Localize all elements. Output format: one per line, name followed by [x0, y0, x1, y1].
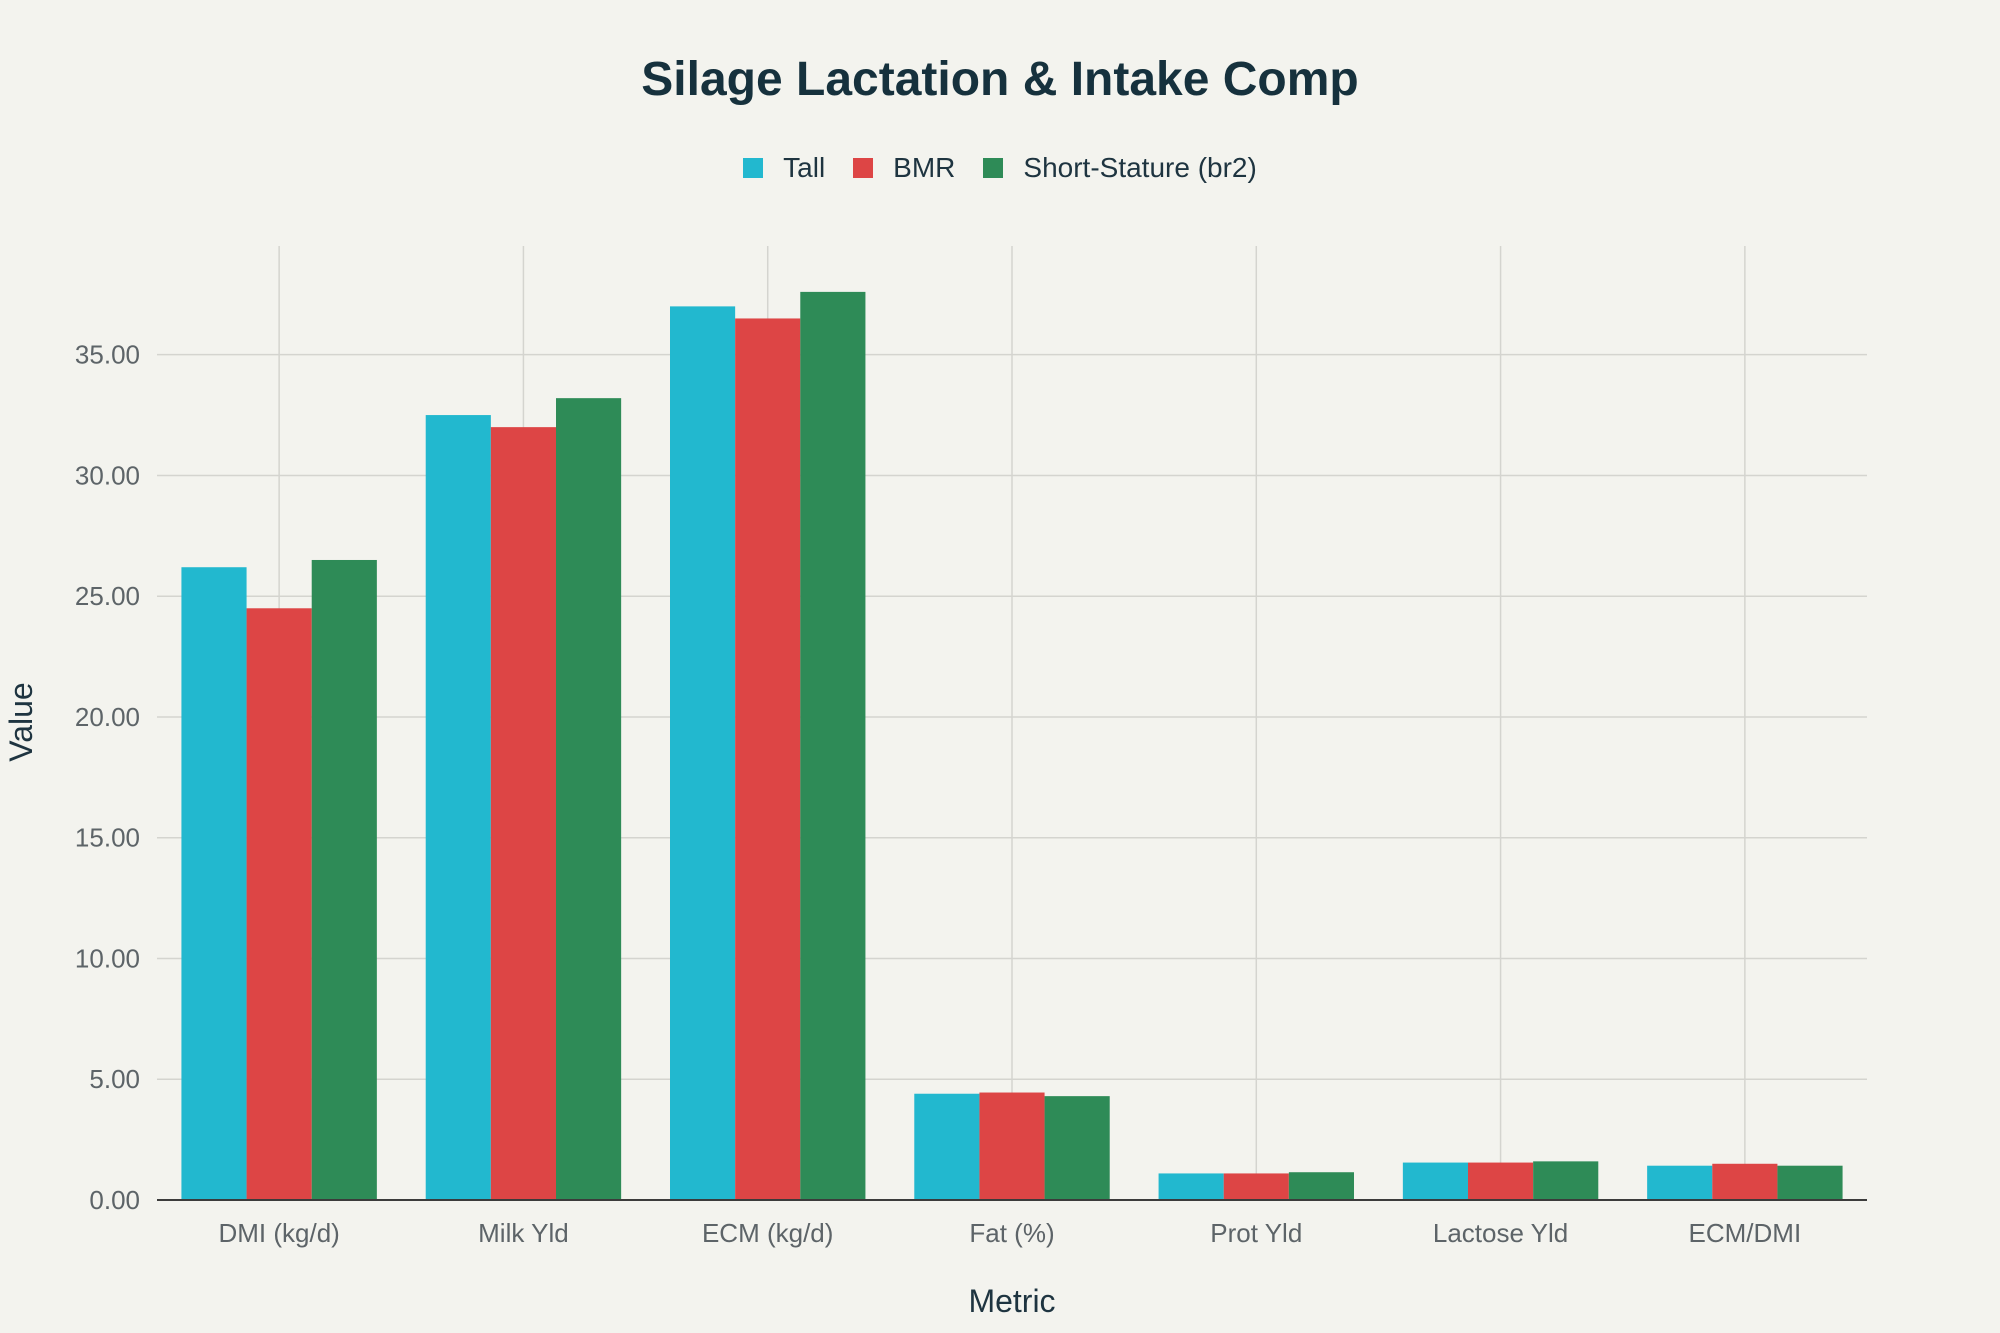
legend-swatch-tall [743, 158, 764, 178]
y-tick-label: 15.00 [75, 823, 140, 853]
bar[interactable] [425, 415, 491, 1200]
bar[interactable] [490, 427, 556, 1200]
bar[interactable] [1777, 1165, 1843, 1200]
y-tick-label: 30.00 [75, 460, 140, 490]
bar[interactable] [246, 608, 312, 1200]
x-tick-label: Lactose Yld [1433, 1218, 1568, 1248]
bar[interactable] [1647, 1165, 1713, 1200]
legend-label-bmr: BMR [893, 152, 956, 183]
bar[interactable] [1044, 1096, 1110, 1200]
y-tick-label: 35.00 [75, 340, 140, 370]
y-tick-label: 10.00 [75, 943, 140, 973]
bar[interactable] [1158, 1173, 1224, 1200]
bar[interactable] [1223, 1173, 1289, 1200]
x-tick-label: Fat (%) [969, 1218, 1054, 1248]
grid [157, 246, 1867, 1200]
legend-item-tall[interactable]: Tall [743, 152, 825, 184]
bar[interactable] [1712, 1163, 1778, 1200]
legend-swatch-bmr [853, 158, 874, 178]
bar[interactable] [311, 559, 377, 1200]
x-tick-label: DMI (kg/d) [218, 1218, 339, 1248]
bar[interactable] [1533, 1161, 1599, 1200]
bar[interactable] [670, 306, 736, 1200]
legend-item-bmr[interactable]: BMR [853, 152, 955, 184]
legend-label-short-stature: Short-Stature (br2) [1023, 152, 1257, 183]
bar[interactable] [181, 567, 247, 1200]
bar[interactable] [556, 398, 622, 1200]
chart-title: Silage Lactation & Intake Comp [641, 53, 1359, 106]
bars [181, 291, 1843, 1200]
x-tick-label: Milk Yld [478, 1218, 569, 1248]
legend-swatch-short-stature [983, 158, 1004, 178]
legend-label-tall: Tall [783, 152, 826, 183]
bar[interactable] [1468, 1162, 1534, 1200]
y-tick-label: 0.00 [89, 1185, 140, 1215]
tick-labels: 0.00 5.00 10.00 15.00 20.00 25.00 30.00 35.00 DM… [75, 340, 1801, 1248]
legend: Tall BMR Short-Stature (br2) [0, 152, 2000, 184]
legend-item-short-stature[interactable]: Short-Stature (br2) [983, 152, 1257, 184]
bar[interactable] [800, 291, 866, 1200]
bar[interactable] [979, 1092, 1045, 1200]
y-axis-title: Value [3, 682, 39, 761]
y-tick-label: 5.00 [89, 1064, 140, 1094]
x-tick-label: ECM (kg/d) [702, 1218, 833, 1248]
x-tick-label: Prot Yld [1210, 1218, 1302, 1248]
bar[interactable] [914, 1093, 980, 1200]
x-axis-title: Metric [968, 1283, 1055, 1319]
bar[interactable] [1402, 1162, 1468, 1200]
x-tick-label: ECM/DMI [1689, 1218, 1802, 1248]
y-tick-label: 25.00 [75, 581, 140, 611]
y-tick-label: 20.00 [75, 702, 140, 732]
bar[interactable] [1288, 1172, 1354, 1200]
bar[interactable] [735, 318, 801, 1200]
